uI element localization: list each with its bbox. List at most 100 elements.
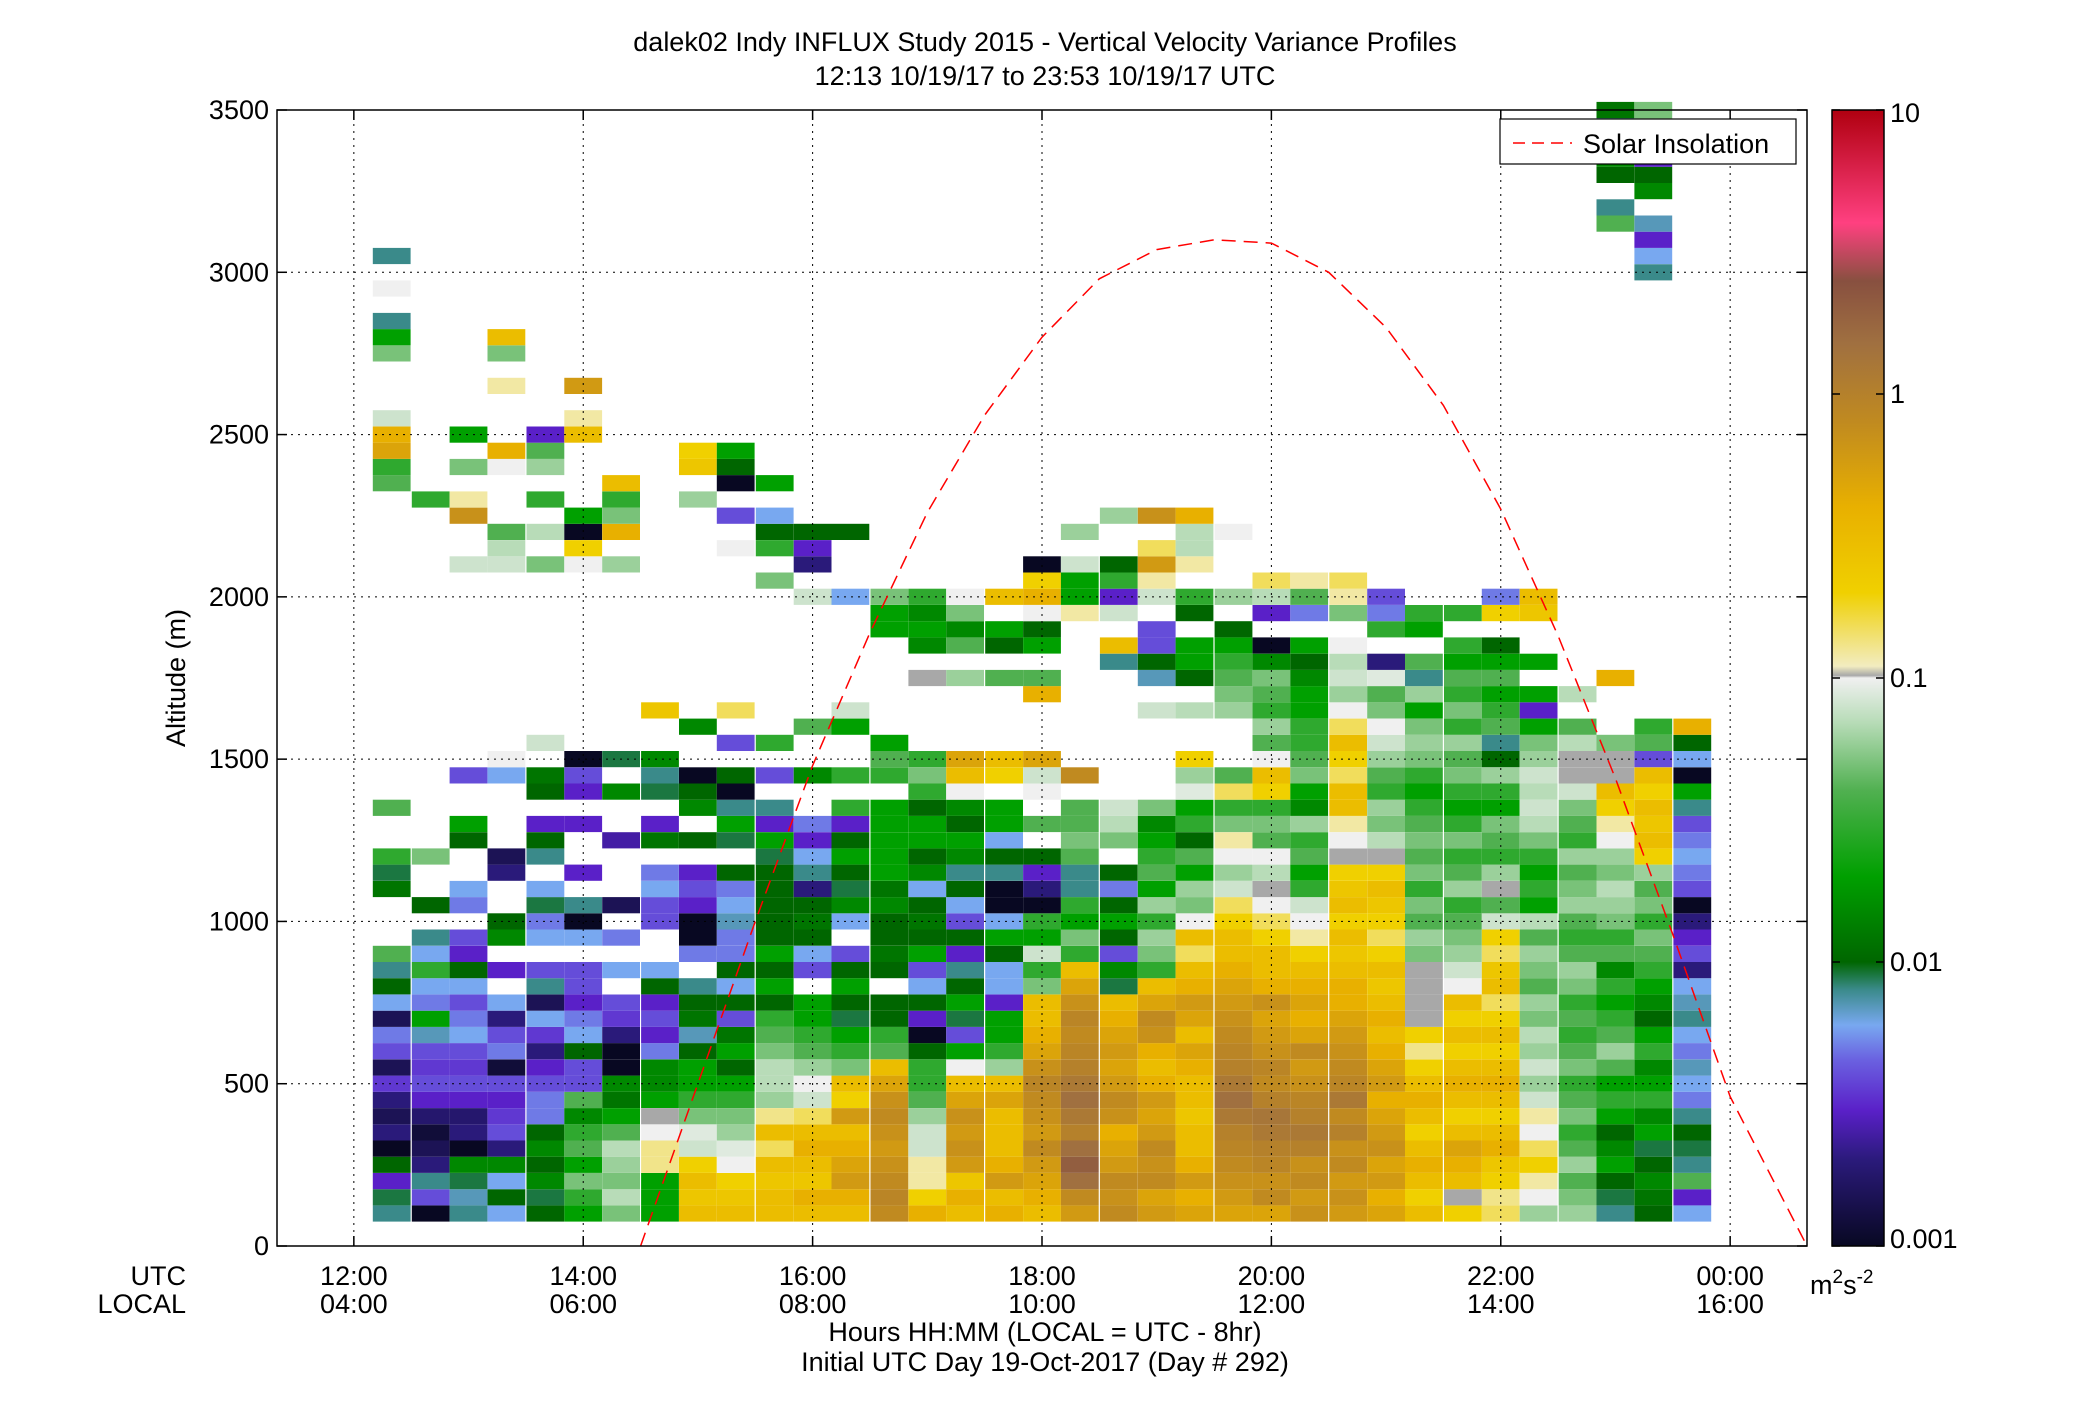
heatmap-cell-27-7 xyxy=(1405,1091,1443,1108)
heatmap-cell-5-7 xyxy=(564,1091,603,1108)
heatmap-cell-33-19 xyxy=(1634,897,1673,914)
heatmap-cell-22-21 xyxy=(1214,864,1253,881)
heatmap-cell-24-15 xyxy=(1290,962,1329,979)
heatmap-cell-18-7 xyxy=(1060,1091,1099,1108)
heatmap-cell-9-21 xyxy=(716,864,755,881)
heatmap-cell-8-26 xyxy=(679,491,717,508)
heatmap-cell-10-21 xyxy=(755,864,794,881)
heatmap-cell-22-8 xyxy=(1214,1075,1253,1092)
heatmap-cell-9-15 xyxy=(716,962,755,979)
heatmap-cell-27-5 xyxy=(1405,1124,1443,1141)
heatmap-cell-18-29 xyxy=(1060,572,1099,589)
heatmap-cell-17-3 xyxy=(1023,1156,1061,1173)
heatmap-cell-6-16 xyxy=(602,897,640,914)
heatmap-cell-23-29 xyxy=(1252,734,1291,751)
heatmap-cell-31-19 xyxy=(1558,897,1597,914)
x-tick-local-2: 08:00 xyxy=(779,1289,847,1319)
heatmap-cell-24-19 xyxy=(1290,897,1329,914)
heatmap-cell-24-0 xyxy=(1290,1205,1329,1222)
heatmap-cell-8-13 xyxy=(679,994,717,1011)
heatmap-cell-29-6 xyxy=(1481,1108,1520,1125)
heatmap-cell-32-16 xyxy=(1596,945,1635,962)
heatmap-cell-25-5 xyxy=(1329,1124,1368,1141)
heatmap-cell-4-3 xyxy=(526,1156,565,1173)
heatmap-cell-31-11 xyxy=(1558,1026,1597,1044)
heatmap-cell-34-10 xyxy=(1673,1043,1712,1060)
heatmap-cell-0-9 xyxy=(372,1059,411,1076)
heatmap-cell-34-11 xyxy=(1673,1026,1712,1044)
heatmap-cell-25-29 xyxy=(1329,734,1368,751)
heatmap-cell-27-26 xyxy=(1405,783,1443,800)
heatmap-cell-10-23 xyxy=(755,832,794,849)
heatmap-cell-7-6 xyxy=(641,1108,679,1125)
heatmap-cell-9-22 xyxy=(716,832,755,849)
heatmap-cell-32-12 xyxy=(1596,1010,1635,1027)
heatmap-cell-0-23 xyxy=(372,442,411,459)
heatmap-cell-21-33 xyxy=(1175,605,1214,622)
heatmap-cell-0-22 xyxy=(372,458,411,476)
heatmap-cell-7-7 xyxy=(641,1091,679,1108)
heatmap-cell-19-25 xyxy=(1099,653,1138,670)
heatmap-cell-32-5 xyxy=(1596,1124,1635,1141)
heatmap-cell-28-4 xyxy=(1444,1140,1482,1157)
heatmap-cell-7-25 xyxy=(641,702,679,719)
heatmap-cell-21-29 xyxy=(1175,702,1214,719)
heatmap-cell-14-1 xyxy=(908,1189,947,1206)
heatmap-cell-23-31 xyxy=(1252,702,1291,719)
heatmap-cell-32-19 xyxy=(1596,897,1635,914)
heatmap-cell-26-26 xyxy=(1367,783,1405,800)
heatmap-cell-22-6 xyxy=(1214,1108,1253,1125)
heatmap-cell-18-21 xyxy=(1060,864,1099,881)
heatmap-cell-7-0 xyxy=(641,1205,679,1222)
heatmap-cell-25-19 xyxy=(1329,897,1368,914)
heatmap-cell-14-16 xyxy=(908,945,947,962)
heatmap-cell-19-31 xyxy=(1099,507,1138,524)
heatmap-cell-4-26 xyxy=(526,556,565,573)
heatmap-cell-32-27 xyxy=(1596,767,1635,784)
heatmap-cell-5-1 xyxy=(564,1189,603,1206)
heatmap-cell-31-1 xyxy=(1558,1189,1597,1206)
heatmap-cell-17-16 xyxy=(1023,945,1061,962)
heatmap-cell-33-32 xyxy=(1634,247,1673,265)
heatmap-cell-28-2 xyxy=(1444,1173,1482,1190)
legend: Solar Insolation xyxy=(1499,118,1797,165)
heatmap-cell-5-25 xyxy=(564,540,603,557)
heatmap-cell-22-16 xyxy=(1214,945,1253,962)
heatmap-cell-6-20 xyxy=(602,556,640,573)
heatmap-cell-6-9 xyxy=(602,1059,640,1076)
heatmap-cell-10-10 xyxy=(755,1043,794,1060)
heatmap-cell-2-14 xyxy=(449,978,488,995)
heatmap-cell-20-7 xyxy=(1137,1091,1176,1108)
chart-subtitle: 12:13 10/19/17 to 23:53 10/19/17 UTC xyxy=(815,61,1276,91)
heatmap-cell-32-29 xyxy=(1596,734,1635,751)
heatmap-cell-30-31 xyxy=(1519,702,1558,719)
heatmap-cell-32-1 xyxy=(1596,1189,1635,1206)
heatmap-cell-30-4 xyxy=(1519,1140,1558,1157)
heatmap-cell-19-22 xyxy=(1099,832,1138,849)
heatmap-cell-12-16 xyxy=(831,945,870,962)
heatmap-cell-12-18 xyxy=(831,897,870,914)
heatmap-cell-12-24 xyxy=(831,799,870,816)
heatmap-cell-21-23 xyxy=(1175,832,1214,849)
heatmap-cell-30-14 xyxy=(1519,978,1558,995)
heatmap-cell-8-1 xyxy=(679,1189,717,1206)
heatmap-cell-30-32 xyxy=(1519,686,1558,703)
heatmap-cell-30-7 xyxy=(1519,1091,1558,1108)
heatmap-cell-18-0 xyxy=(1060,1205,1099,1222)
heatmap-cell-27-3 xyxy=(1405,1156,1443,1173)
heatmap-cell-8-24 xyxy=(679,767,717,784)
heatmap-cell-22-30 xyxy=(1214,669,1253,687)
heatmap-cell-12-4 xyxy=(831,1140,870,1157)
heatmap-cell-11-28 xyxy=(793,540,832,557)
heatmap-cell-7-21 xyxy=(641,815,679,833)
heatmap-cell-20-22 xyxy=(1137,848,1176,865)
heatmap-cell-29-12 xyxy=(1481,1010,1520,1027)
heatmap-cell-34-5 xyxy=(1673,1124,1712,1141)
heatmap-cell-1-12 xyxy=(411,1010,450,1027)
heatmap-cell-12-15 xyxy=(831,962,870,979)
heatmap-cell-23-4 xyxy=(1252,1140,1291,1157)
colorbar-tick-label-1: 0.01 xyxy=(1890,947,1943,977)
heatmap-cell-1-1 xyxy=(411,1189,450,1206)
heatmap-cell-24-9 xyxy=(1290,1059,1329,1076)
heatmap-cell-24-12 xyxy=(1290,1010,1329,1027)
